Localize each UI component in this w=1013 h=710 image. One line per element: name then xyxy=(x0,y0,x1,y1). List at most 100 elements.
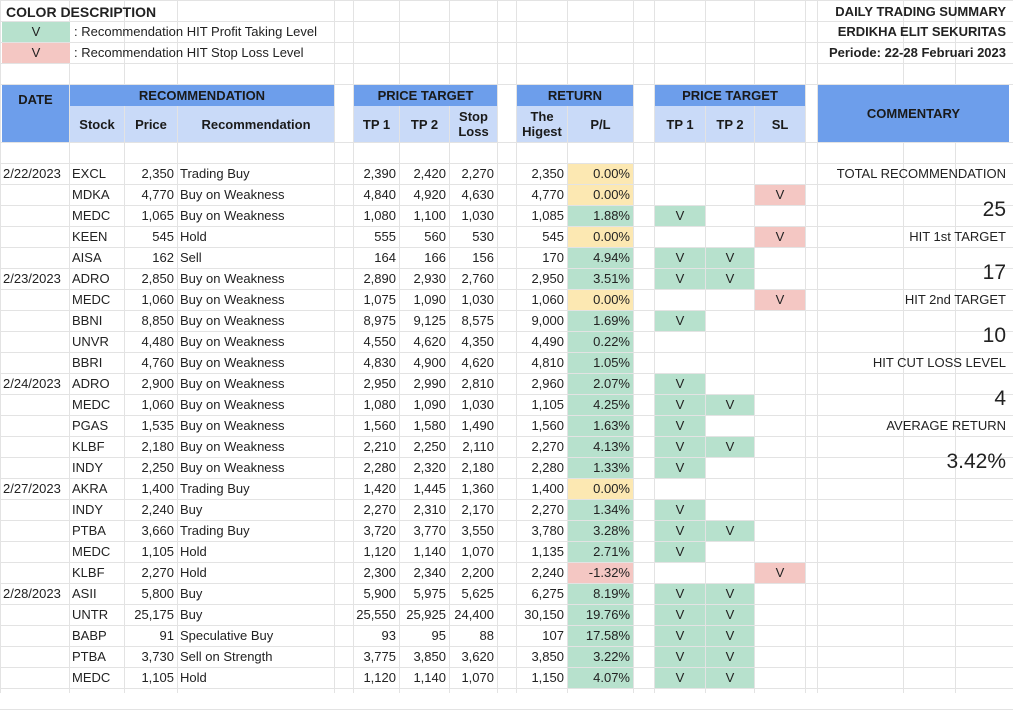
cell-hit-tp2: V xyxy=(706,437,754,457)
cell-hit-tp1: V xyxy=(655,626,705,646)
cell-highest: 2,950 xyxy=(531,271,564,286)
gridline-v xyxy=(177,0,178,693)
cell-tp1: 2,300 xyxy=(363,565,396,580)
cell-stop-loss: 4,350 xyxy=(461,334,494,349)
gridline-h xyxy=(0,352,1013,353)
cell-recommendation: Buy on Weakness xyxy=(180,208,285,223)
cell-hit-tp2 xyxy=(706,479,754,499)
cell-hit-tp1: V xyxy=(655,605,705,625)
cell-highest: 1,560 xyxy=(531,418,564,433)
cell-hit-tp2: V xyxy=(706,647,754,667)
cell-stock: MEDC xyxy=(72,670,111,685)
cell-recommendation: Trading Buy xyxy=(180,523,250,538)
cell-stop-loss: 8,575 xyxy=(461,313,494,328)
cell-tp2: 1,580 xyxy=(413,418,446,433)
cell-stock: ASII xyxy=(72,586,97,601)
gridline-v xyxy=(654,0,655,693)
cell-recommendation: Buy on Weakness xyxy=(180,334,285,349)
commentary-cutloss-label: HIT CUT LOSS LEVEL xyxy=(872,355,1006,370)
gridline-h xyxy=(0,84,1013,85)
cell-highest: 2,280 xyxy=(531,460,564,475)
cell-tp1: 3,720 xyxy=(363,523,396,538)
cell-tp1: 1,120 xyxy=(363,670,396,685)
cell-pl: 0.00% xyxy=(568,290,633,310)
cell-hit-tp1: V xyxy=(655,416,705,436)
cell-tp2: 1,445 xyxy=(413,481,446,496)
gridline-v xyxy=(633,0,634,693)
cell-price: 4,770 xyxy=(141,187,174,202)
cell-stop-loss: 3,550 xyxy=(461,523,494,538)
cell-highest: 1,400 xyxy=(531,481,564,496)
cell-recommendation: Buy on Weakness xyxy=(180,355,285,370)
cell-stock: ADRO xyxy=(72,376,110,391)
gridline-h xyxy=(0,205,1013,206)
cell-date xyxy=(3,521,69,541)
gridline-h xyxy=(0,646,1013,647)
cell-tp2: 95 xyxy=(431,628,446,643)
cell-recommendation: Buy on Weakness xyxy=(180,187,285,202)
gridline-h xyxy=(0,268,1013,269)
cell-hit-tp2 xyxy=(706,374,754,394)
cell-highest: 545 xyxy=(542,229,564,244)
cell-date xyxy=(3,311,69,331)
cell-price: 1,060 xyxy=(141,292,174,307)
cell-hit-sl: V xyxy=(755,185,805,205)
cell-hit-sl xyxy=(755,605,805,625)
cell-stock: UNTR xyxy=(72,607,109,622)
cell-price: 2,850 xyxy=(141,271,174,286)
cell-highest: 1,060 xyxy=(531,292,564,307)
gridline-v xyxy=(705,0,706,693)
cell-recommendation: Trading Buy xyxy=(180,481,250,496)
cell-date xyxy=(3,437,69,457)
cell-tp1: 4,830 xyxy=(363,355,396,370)
cell-hit-tp2: V xyxy=(706,605,754,625)
cell-tp2: 1,090 xyxy=(413,397,446,412)
gridline-v xyxy=(0,0,1,693)
legend-profit-text: : Recommendation HIT Profit Taking Level xyxy=(74,24,318,39)
gridline-v xyxy=(449,0,450,693)
commentary-total-value: 25 xyxy=(982,198,1006,221)
cell-price: 25,175 xyxy=(134,607,174,622)
cell-recommendation: Trading Buy xyxy=(180,166,250,181)
cell-hit-sl xyxy=(755,458,805,478)
header-recommendation-col: Recommendation xyxy=(178,106,334,142)
gridline-v xyxy=(955,0,956,693)
cell-recommendation: Buy on Weakness xyxy=(180,397,285,412)
cell-highest: 1,135 xyxy=(531,544,564,559)
cell-date xyxy=(3,185,69,205)
period-label: Periode: 22-28 Februari 2023 xyxy=(828,45,1006,60)
commentary-hit2-label: HIT 2nd TARGET xyxy=(904,292,1006,307)
commentary-hit1-value: 17 xyxy=(982,261,1006,284)
cell-hit-sl xyxy=(755,479,805,499)
cell-price: 91 xyxy=(159,628,174,643)
gridline-v xyxy=(903,0,904,693)
header-stock: Stock xyxy=(70,106,124,142)
cell-hit-sl xyxy=(755,395,805,415)
legend-stoploss-swatch: V xyxy=(2,43,70,63)
cell-recommendation: Buy on Weakness xyxy=(180,376,285,391)
cell-highest: 2,240 xyxy=(531,565,564,580)
cell-recommendation: Buy xyxy=(180,607,203,622)
header-price: Price xyxy=(125,106,177,142)
gridline-v xyxy=(124,0,125,693)
cell-stock: MEDC xyxy=(72,544,111,559)
cell-date xyxy=(3,353,69,373)
cell-date xyxy=(3,500,69,520)
gridline-h xyxy=(0,226,1013,227)
cell-pl: 4.25% xyxy=(568,395,633,415)
cell-hit-tp2 xyxy=(706,227,754,247)
cell-hit-tp1: V xyxy=(655,248,705,268)
cell-hit-tp1: V xyxy=(655,584,705,604)
cell-tp1: 25,550 xyxy=(356,607,396,622)
header-price-target: PRICE TARGET xyxy=(354,85,497,106)
cell-pl: 3.22% xyxy=(568,647,633,667)
cell-hit-sl xyxy=(755,416,805,436)
cell-pl: 2.07% xyxy=(568,374,633,394)
cell-hit-sl xyxy=(755,626,805,646)
cell-pl: 0.22% xyxy=(568,332,633,352)
cell-price: 545 xyxy=(152,229,174,244)
cell-hit-sl xyxy=(755,521,805,541)
cell-hit-tp2: V xyxy=(706,584,754,604)
cell-pl: 1.05% xyxy=(568,353,633,373)
cell-date xyxy=(3,395,69,415)
